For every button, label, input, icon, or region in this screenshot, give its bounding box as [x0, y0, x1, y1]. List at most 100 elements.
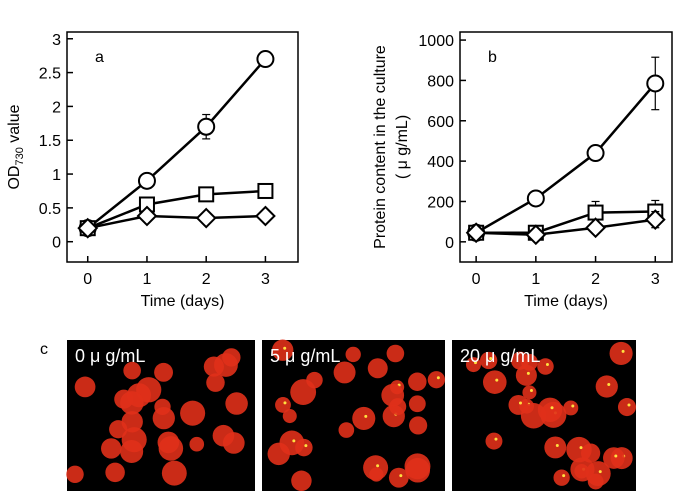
panel-label: c [40, 341, 48, 358]
marker [646, 74, 665, 93]
cell [603, 447, 625, 469]
x-tick-label: 2 [591, 271, 600, 288]
cell-dot [518, 401, 522, 405]
cell [212, 424, 235, 447]
cell [482, 370, 507, 394]
cell [291, 470, 312, 491]
cell-dot [473, 361, 477, 365]
cell [544, 436, 567, 459]
cell-dot [545, 362, 549, 366]
cell [123, 361, 141, 380]
y-tick-label: 0 [445, 235, 454, 252]
series-line [87, 189, 266, 230]
y-label-part: 730 [14, 147, 26, 165]
cell [275, 396, 291, 413]
plot-frame [459, 31, 673, 263]
marker [255, 205, 276, 227]
cell [189, 436, 205, 452]
cell [363, 455, 389, 481]
panel-label: b [488, 49, 497, 66]
marker [198, 186, 215, 203]
x-tick-label: 3 [651, 271, 660, 288]
cell [158, 436, 184, 461]
cell [480, 351, 498, 370]
cell-dot [529, 388, 533, 392]
x-axis-label: Time (days) [524, 293, 608, 310]
y-tick-label: 3 [52, 32, 61, 49]
marker [526, 189, 545, 208]
cell [367, 358, 388, 379]
cell [485, 432, 503, 450]
cell [537, 397, 563, 423]
cell-dot [579, 446, 583, 450]
series-line [475, 82, 657, 234]
cell [617, 398, 636, 417]
image-label: 0 μ g/mL [75, 346, 145, 366]
cell-dot [571, 404, 575, 408]
x-tick-label: 1 [531, 271, 540, 288]
y-axis-label: OD730 value [6, 104, 26, 189]
cell [282, 409, 297, 424]
cell [290, 379, 317, 405]
cell-dot [399, 474, 403, 478]
y-tick-label: 2 [52, 99, 61, 116]
cell [609, 341, 633, 365]
cell [105, 462, 125, 483]
series-line [86, 58, 267, 230]
cell-dot [304, 444, 308, 448]
cell [587, 473, 604, 490]
cell-dot [494, 437, 498, 441]
cell [566, 436, 592, 463]
marker [137, 171, 156, 190]
cell [121, 427, 147, 453]
cell-dot [292, 439, 296, 443]
cell [386, 344, 405, 363]
cells [465, 341, 636, 490]
cell [515, 364, 537, 386]
x-tick-label: 0 [472, 271, 481, 288]
cell [109, 420, 128, 439]
y-label-part: OD [6, 166, 23, 190]
cells [66, 348, 248, 486]
cell [214, 353, 238, 377]
cell-dot [598, 470, 602, 474]
cell [570, 457, 595, 482]
cell [180, 400, 206, 426]
cell [408, 372, 427, 391]
cell-dot [526, 371, 530, 375]
y-tick-label: 400 [427, 154, 454, 171]
cell [120, 391, 144, 415]
cell [333, 361, 356, 384]
image-label: 5 μ g/mL [270, 346, 340, 366]
cell [295, 438, 313, 457]
marker [585, 217, 606, 239]
cell-dot [283, 401, 287, 405]
panel-label: a [95, 49, 104, 66]
marker [586, 144, 605, 163]
y-label-line: Protein content in the culture [372, 45, 389, 249]
cell [271, 339, 294, 361]
marker [195, 207, 217, 229]
cell-dot [621, 349, 625, 353]
y-tick-label: 2.5 [39, 66, 61, 83]
cell [381, 383, 405, 407]
cell-dot [283, 346, 287, 350]
cell [563, 400, 579, 416]
series-line [87, 214, 266, 230]
cell [408, 395, 426, 413]
cell [152, 407, 175, 430]
cell [427, 371, 446, 389]
cell-dot [376, 464, 380, 468]
cell-dot [562, 474, 566, 478]
cell [225, 392, 248, 415]
cell-dot [627, 403, 631, 407]
marker [136, 205, 158, 227]
cell [161, 460, 187, 486]
cell [338, 422, 355, 438]
marker [77, 217, 99, 239]
y-tick-label: 0 [52, 235, 61, 252]
x-axis-label: Time (days) [141, 293, 225, 310]
x-tick-label: 1 [143, 271, 152, 288]
cell [404, 453, 431, 480]
